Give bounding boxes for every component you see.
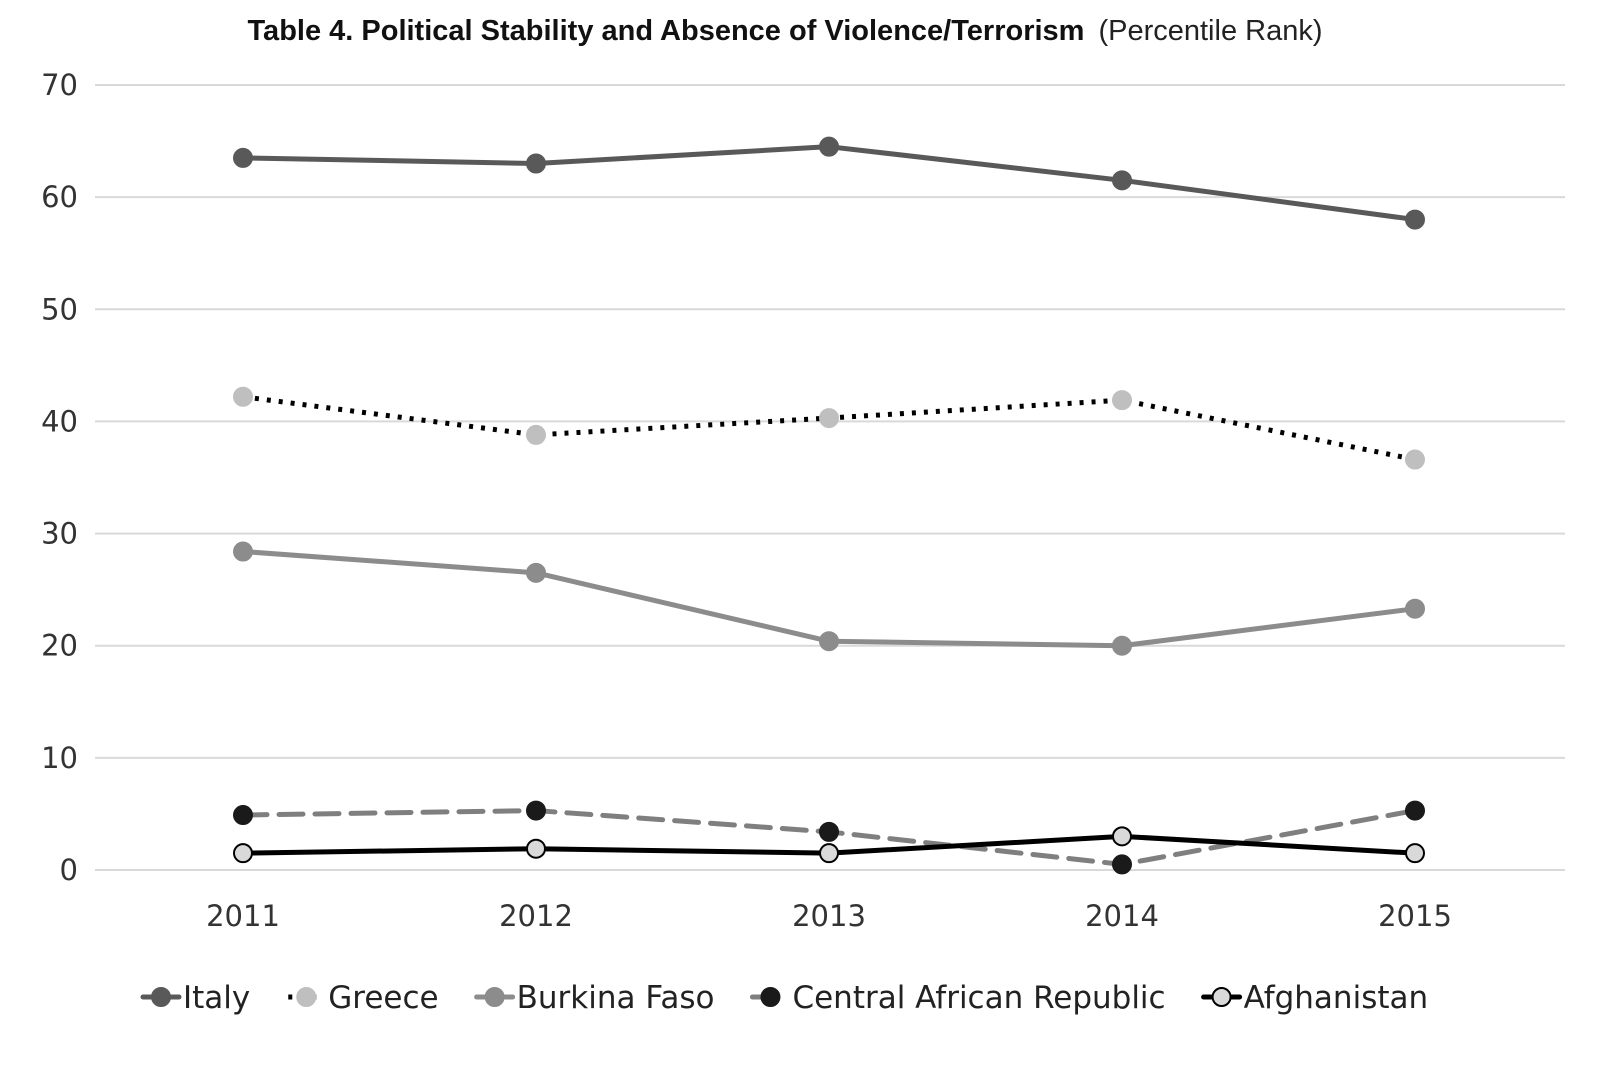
- series-greece: [233, 386, 1425, 470]
- data-point-italy: [1112, 170, 1132, 191]
- data-point-afghanistan: [1112, 826, 1132, 847]
- data-point-central-african-republic: [526, 800, 546, 821]
- y-tick-label: 10: [41, 741, 78, 775]
- data-point-greece: [1405, 449, 1425, 470]
- legend-label: Afghanistan: [1244, 980, 1429, 1016]
- legend-marker: [484, 987, 505, 1007]
- y-tick-label: 50: [41, 292, 78, 326]
- data-point-italy: [819, 136, 839, 157]
- legend-label: Greece: [328, 980, 438, 1016]
- series-italy: [233, 136, 1425, 230]
- legend-item-afghanistan: Afghanistan: [1201, 980, 1429, 1016]
- gridlines: [95, 84, 1565, 871]
- series-line-italy: [240, 144, 1418, 223]
- data-point-afghanistan: [526, 838, 546, 859]
- legend-item-italy: Italy: [140, 980, 250, 1016]
- chart-title: Table 4. Political Stability and Absence…: [248, 15, 1085, 47]
- data-point-central-african-republic: [233, 805, 253, 826]
- data-point-afghanistan: [1405, 843, 1425, 864]
- legend-marker: [1211, 987, 1232, 1007]
- legend-marker: [296, 987, 317, 1007]
- series-central-african-republic: [233, 800, 1425, 875]
- y-tick-label: 40: [41, 404, 78, 438]
- legend-item-greece: Greece: [288, 980, 439, 1016]
- chart-title-line: Table 4. Political Stability and Absence…: [248, 15, 1323, 47]
- legend-label: Central African Republic: [792, 980, 1165, 1016]
- x-tick-label: 2011: [206, 899, 280, 933]
- data-point-greece: [1112, 390, 1132, 411]
- y-axis-ticks: 0 10 20 30 40 50 60 70: [41, 68, 78, 887]
- data-point-central-african-republic: [1405, 800, 1425, 821]
- y-tick-label: 30: [41, 517, 78, 551]
- series-group: [233, 136, 1425, 875]
- data-point-afghanistan: [819, 843, 839, 864]
- data-point-italy: [526, 153, 546, 174]
- legend: Italy Greece Burkina Faso Central African R…: [140, 980, 1429, 1016]
- x-axis-ticks: 2011 2012 2013 2014 2015: [206, 899, 1452, 933]
- data-point-burkina-faso: [1112, 635, 1132, 656]
- legend-label: Burkina Faso: [517, 980, 715, 1016]
- data-point-central-african-republic: [1112, 854, 1132, 875]
- data-point-burkina-faso: [1405, 598, 1425, 619]
- data-point-burkina-faso: [819, 631, 839, 652]
- data-point-greece: [233, 386, 253, 407]
- data-point-burkina-faso: [526, 562, 546, 583]
- data-point-central-african-republic: [819, 821, 839, 842]
- data-point-italy: [1405, 209, 1425, 230]
- data-point-italy: [233, 147, 253, 168]
- chart-subtitle: (Percentile Rank): [1098, 15, 1322, 47]
- legend-item-burkina-faso: Burkina Faso: [474, 980, 715, 1016]
- legend-item-central-african-republic: Central African Republic: [749, 980, 1166, 1016]
- series-afghanistan: [233, 826, 1425, 864]
- data-point-afghanistan: [233, 843, 253, 864]
- data-point-burkina-faso: [233, 541, 253, 562]
- x-tick-label: 2014: [1085, 899, 1159, 933]
- y-tick-label: 70: [41, 68, 78, 102]
- legend-marker: [760, 987, 781, 1007]
- x-tick-label: 2012: [499, 899, 573, 933]
- data-point-greece: [819, 408, 839, 429]
- x-tick-label: 2013: [792, 899, 866, 933]
- legend-marker: [151, 987, 171, 1007]
- y-tick-label: 60: [41, 180, 78, 214]
- y-tick-label: 0: [60, 853, 78, 887]
- y-tick-label: 20: [41, 629, 78, 663]
- x-tick-label: 2015: [1378, 899, 1452, 933]
- series-line-greece: [242, 394, 1416, 463]
- legend-label: Italy: [183, 980, 250, 1016]
- series-burkina-faso: [233, 541, 1425, 656]
- data-point-greece: [526, 424, 546, 445]
